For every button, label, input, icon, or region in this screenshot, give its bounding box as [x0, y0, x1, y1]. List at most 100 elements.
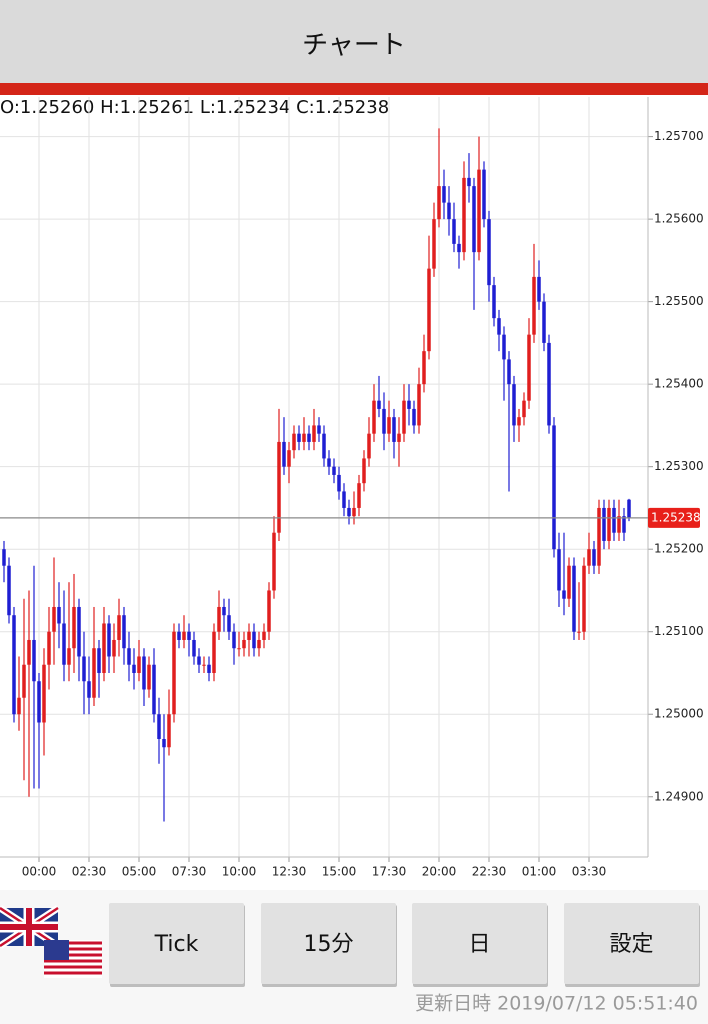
y-tick-label: 1.25600: [654, 212, 704, 226]
candle-body: [397, 433, 401, 442]
candle-body: [52, 606, 56, 632]
candle-body: [92, 648, 96, 698]
candle-body: [197, 656, 201, 665]
candle-body: [567, 565, 571, 599]
candle-body: [292, 433, 296, 451]
candle-body: [477, 169, 481, 253]
candle-body: [282, 441, 286, 467]
candle-body: [307, 433, 311, 442]
candle-body: [72, 606, 76, 649]
candle-body: [377, 400, 381, 409]
candle-body: [372, 400, 376, 434]
candle-body: [472, 186, 476, 253]
candle-body: [627, 499, 631, 518]
y-tick-label: 1.25300: [654, 459, 704, 473]
candle-body: [172, 631, 176, 715]
candle-body: [582, 565, 586, 632]
button-label[interactable]: 15分: [304, 932, 354, 957]
x-tick-label: 07:30: [172, 865, 207, 879]
candle-body: [277, 441, 281, 533]
tab-button[interactable]: 設定: [564, 903, 700, 987]
candle-body: [422, 351, 426, 385]
candle-body: [27, 639, 31, 665]
candle-body: [327, 458, 331, 467]
last-price-badge: [648, 507, 700, 528]
candle-body: [112, 639, 116, 657]
button-label[interactable]: 日: [468, 932, 490, 957]
candle-body: [202, 664, 206, 666]
candle-body: [127, 648, 131, 665]
candle-body: [502, 334, 506, 360]
button-label[interactable]: Tick: [154, 932, 199, 957]
candle-body: [572, 565, 576, 632]
candle-body: [542, 301, 546, 343]
candle-body: [437, 186, 441, 220]
candle-body: [77, 606, 81, 657]
candle-body: [262, 631, 266, 640]
candle-body: [132, 664, 136, 673]
candle-body: [602, 507, 606, 541]
candle-body: [527, 334, 531, 401]
candle-body: [382, 408, 386, 434]
candle-body: [87, 681, 91, 698]
x-tick-label: 01:00: [522, 865, 557, 879]
button-row: Tick 15分 日 設定: [109, 903, 700, 987]
button-face: [261, 903, 396, 984]
candle-body: [82, 656, 86, 682]
currency-flags[interactable]: [0, 905, 102, 978]
ohlc-text: O:1.25260 H:1.25261 L:1.25234 C:1.25238: [0, 97, 389, 118]
x-tick-label: 17:30: [372, 865, 407, 879]
candle-body: [47, 631, 51, 665]
candle-body: [482, 169, 486, 220]
candle-body: [417, 384, 421, 426]
candle-body: [167, 714, 171, 748]
candle-body: [547, 342, 551, 426]
x-tick-label: 20:00: [422, 865, 457, 879]
candle-body: [242, 639, 246, 649]
candle-body: [367, 433, 371, 459]
candle-body: [432, 219, 436, 269]
candle-body: [407, 400, 411, 409]
candle-body: [562, 590, 566, 599]
button-face: [564, 903, 699, 984]
candle-body: [467, 177, 471, 187]
button-face: [412, 903, 547, 984]
app-bar: [0, 0, 708, 83]
candle-body: [147, 664, 151, 690]
candle-body: [67, 648, 71, 665]
y-tick-label: 1.24900: [654, 789, 704, 803]
candle-body: [507, 359, 511, 385]
candle-body: [352, 507, 356, 517]
accent-bar: [0, 83, 708, 95]
tab-button[interactable]: Tick: [109, 903, 245, 987]
candle-body: [17, 697, 21, 715]
x-tick-label: 05:00: [122, 865, 157, 879]
x-tick-label: 10:00: [222, 865, 257, 879]
x-tick-label: 00:00: [22, 865, 57, 879]
candle-body: [607, 507, 611, 541]
tab-button[interactable]: 15分: [261, 903, 397, 987]
candle-body: [122, 615, 126, 649]
candle-body: [207, 664, 211, 673]
candle-body: [32, 639, 36, 682]
candle-body: [362, 458, 366, 484]
button-label[interactable]: 設定: [609, 932, 653, 957]
candle-body: [42, 664, 46, 723]
candle-body: [442, 186, 446, 203]
candle-body: [592, 549, 596, 566]
candle-body: [487, 219, 491, 286]
candle-body: [512, 384, 516, 426]
candle-body: [497, 318, 501, 335]
candle-body: [237, 648, 241, 650]
candle-body: [177, 631, 181, 640]
tab-button[interactable]: 日: [412, 903, 548, 987]
candle-body: [452, 219, 456, 244]
candle-body: [37, 681, 41, 723]
candle-body: [107, 623, 111, 657]
candle-body: [552, 425, 556, 550]
plot: 1.24900 1.25000 1.25100 1.25200 1.25300 1.254…: [0, 97, 704, 879]
candle-body: [267, 590, 271, 632]
candle-body: [522, 400, 526, 418]
x-tick-label: 03:30: [572, 865, 607, 879]
candle-body: [357, 483, 361, 508]
